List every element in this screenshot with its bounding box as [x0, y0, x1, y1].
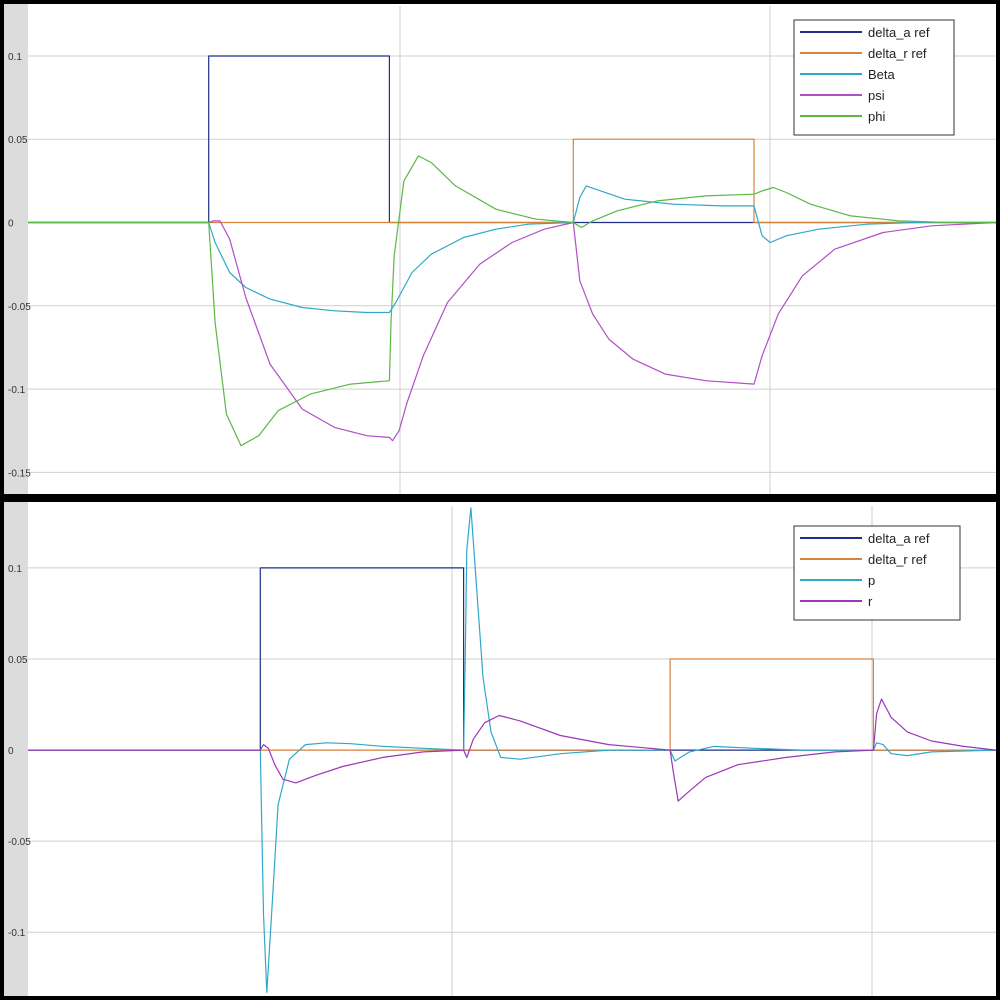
- legend-box: [793, 525, 961, 621]
- series-line-beta: [28, 185, 996, 314]
- y-tick-label: -0.05: [8, 302, 31, 313]
- legend-label: psi: [868, 88, 885, 103]
- series-line-delta-r-ref: [28, 138, 996, 224]
- y-tick-label: -0.15: [8, 468, 31, 479]
- legend: delta_a ref delta_r ref Beta psi phi: [793, 19, 955, 136]
- series-line-r: [28, 698, 997, 802]
- y-tick-label: -0.1: [8, 385, 26, 396]
- y-tick-label: -0.1: [8, 928, 26, 939]
- legend: delta_a ref delta_r ref pr: [793, 525, 961, 621]
- legend-label: delta_a ref: [868, 25, 930, 40]
- series-line-delta-r-ref: [28, 658, 996, 751]
- y-tick-label: 0.1: [8, 52, 22, 63]
- legend-label: Beta: [868, 67, 896, 82]
- y-tick-label: 0.05: [8, 135, 28, 146]
- chart-panel-2: 0.1 0.05 0 -0.05 -0.1 delta_a ref delta_r ref p…: [4, 502, 997, 996]
- axis-gutter: [4, 4, 28, 494]
- legend-label: phi: [868, 109, 885, 124]
- legend-label: delta_r ref: [868, 46, 927, 61]
- series-line-phi: [28, 155, 996, 447]
- y-tick-label: 0: [8, 746, 14, 757]
- axis-gutter: [4, 502, 28, 996]
- y-tick-label: 0.1: [8, 564, 22, 575]
- legend-label: p: [868, 573, 875, 588]
- legend-label: r: [868, 594, 873, 609]
- y-tick-label: -0.05: [8, 837, 31, 848]
- chart-panel-1: 0.1 0.05 0 -0.05 -0.1 -0.15 delta_a ref delta_r…: [4, 4, 997, 494]
- y-tick-label: 0: [8, 219, 14, 230]
- legend-label: delta_a ref: [868, 531, 930, 546]
- series-line-psi: [28, 220, 997, 442]
- panel-divider: [0, 494, 1000, 502]
- y-tick-label: 0.05: [8, 655, 28, 666]
- legend-label: delta_r ref: [868, 552, 927, 567]
